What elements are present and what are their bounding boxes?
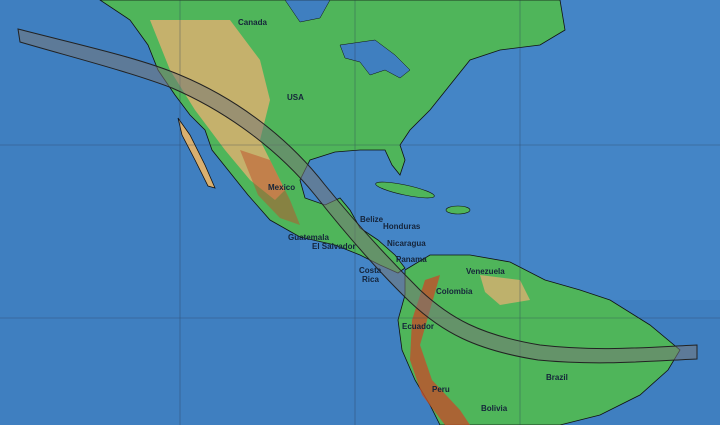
label-guatemala: Guatemala (288, 233, 329, 242)
hudson-bay-edge (284, 0, 331, 23)
label-rica: Rica (362, 275, 379, 284)
label-colombia: Colombia (436, 287, 473, 296)
label-venezuela: Venezuela (466, 267, 505, 276)
mexico-highlands (240, 150, 300, 225)
label-mexico: Mexico (268, 183, 295, 192)
eclipse-totality-path (17, 28, 698, 364)
cuba (375, 181, 435, 199)
label-panama: Panama (396, 255, 427, 264)
label-canada: Canada (238, 18, 267, 27)
label-el-salvador: El Salvador (312, 242, 356, 251)
label-honduras: Honduras (383, 222, 421, 231)
label-peru: Peru (432, 385, 450, 394)
label-brazil: Brazil (546, 373, 568, 382)
great-lakes (339, 39, 411, 79)
baja-california (177, 117, 216, 189)
guiana-highlands (480, 275, 530, 305)
label-costa: Costa (359, 266, 382, 275)
label-belize: Belize (360, 215, 384, 224)
label-usa: USA (287, 93, 304, 102)
south-america-landmass (397, 254, 681, 425)
label-nicaragua: Nicaragua (387, 239, 426, 248)
hispaniola (445, 205, 471, 215)
label-bolivia: Bolivia (481, 404, 508, 413)
label-ecuador: Ecuador (402, 322, 434, 331)
